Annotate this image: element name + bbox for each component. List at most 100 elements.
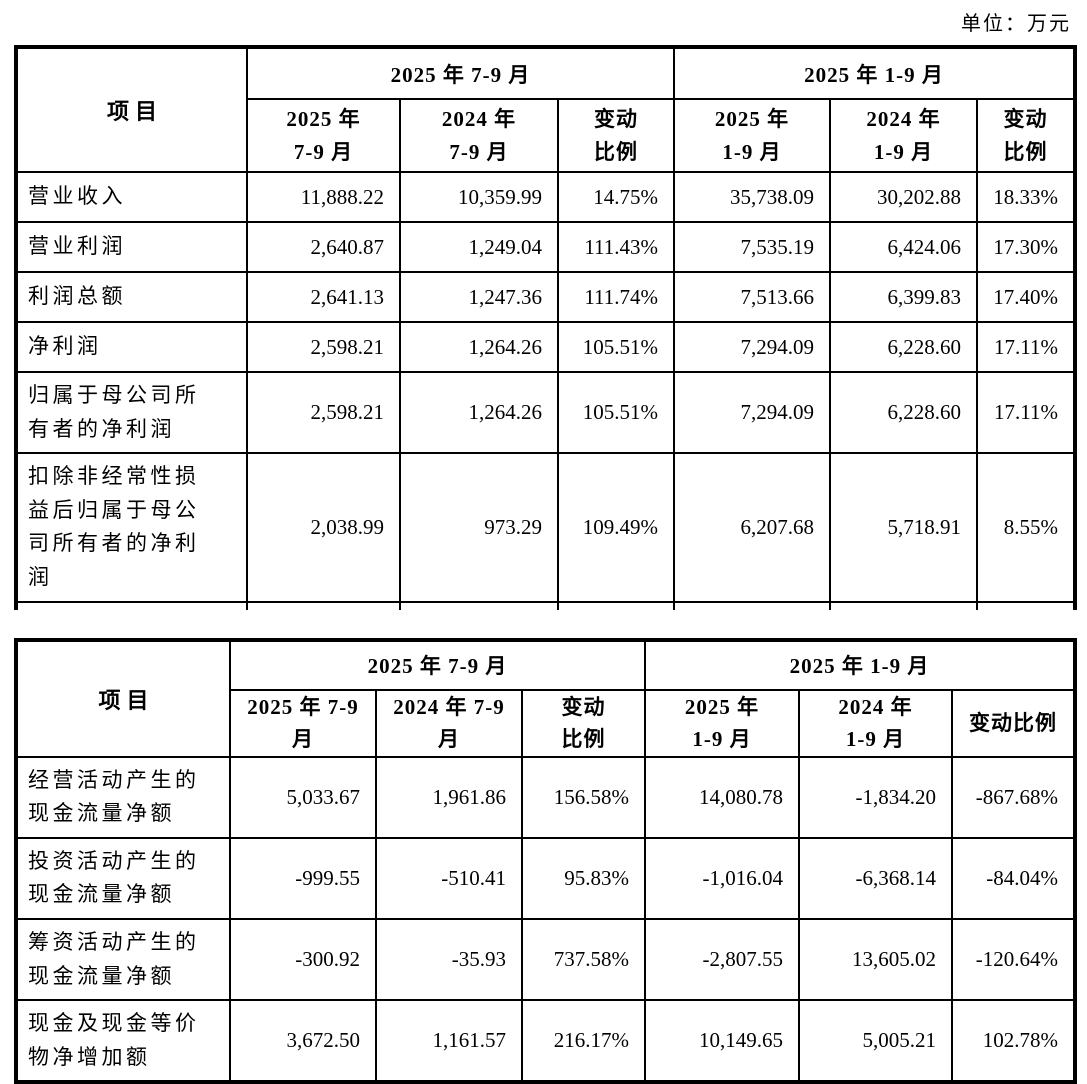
cropped-row-cell	[829, 600, 978, 610]
value-cell: 156.58%	[521, 755, 646, 839]
row-label: 扣除非经常性损 益后归属于母公 司所有者的净利 润	[15, 452, 248, 603]
value-cell: -2,807.55	[644, 918, 800, 1002]
value-cell: -510.41	[375, 836, 523, 921]
table-row: 营业收入 11,888.22 10,359.99 14.75% 35,738.0…	[15, 171, 1077, 223]
cropped-row-cell	[399, 600, 559, 610]
value-cell: -120.64%	[950, 918, 1077, 1002]
cropped-row-cell	[246, 600, 401, 610]
value-cell: 5,005.21	[798, 999, 953, 1084]
subheader-2025-q3: 2025 年 7-9 月	[229, 688, 377, 758]
value-cell: 14,080.78	[644, 755, 800, 839]
value-cell: 2,038.99	[246, 452, 401, 603]
value-cell: 7,294.09	[673, 370, 831, 455]
group-header-ytd: 2025 年 1-9 月	[643, 638, 1077, 691]
subheader-2024-ytd: 2024 年 1-9 月	[798, 688, 953, 758]
row-label: 净利润	[15, 321, 248, 373]
value-cell: -300.92	[229, 918, 377, 1002]
row-label: 经营活动产生的 现金流量净额	[15, 755, 231, 839]
row-label: 归属于母公司所 有者的净利润	[15, 370, 248, 455]
value-cell: -35.93	[375, 918, 523, 1002]
value-cell: 2,641.13	[246, 271, 401, 323]
value-cell: 3,672.50	[229, 999, 377, 1084]
value-cell: 14.75%	[557, 171, 675, 223]
value-cell: 11,888.22	[246, 171, 401, 223]
value-cell: -1,834.20	[798, 755, 953, 839]
item-column-header: 项目	[15, 638, 231, 758]
value-cell: 5,718.91	[829, 452, 978, 603]
value-cell: 7,535.19	[673, 221, 831, 273]
value-cell: 6,399.83	[829, 271, 978, 323]
table-row: 筹资活动产生的 现金流量净额 -300.92 -35.93 737.58% -2…	[15, 918, 1077, 1002]
table-row: 利润总额 2,641.13 1,247.36 111.74% 7,513.66 …	[15, 271, 1077, 323]
subheader-2024-q3: 2024 年 7-9 月	[399, 98, 559, 173]
subheader-2024-ytd: 2024 年 1-9 月	[829, 98, 978, 173]
subheader-change-q3: 变动 比例	[521, 688, 646, 758]
value-cell: 1,161.57	[375, 999, 523, 1084]
value-cell: 216.17%	[521, 999, 646, 1084]
value-cell: 13,605.02	[798, 918, 953, 1002]
value-cell: 17.11%	[975, 370, 1077, 455]
value-cell: 95.83%	[521, 836, 646, 921]
value-cell: -6,368.14	[798, 836, 953, 921]
value-cell: 7,294.09	[673, 321, 831, 373]
value-cell: 17.30%	[975, 221, 1077, 273]
row-label: 筹资活动产生的 现金流量净额	[15, 918, 231, 1002]
cropped-row-cell	[975, 600, 1077, 610]
value-cell: 6,424.06	[829, 221, 978, 273]
table-row: 扣除非经常性损 益后归属于母公 司所有者的净利 润 2,038.99 973.2…	[15, 452, 1077, 603]
value-cell: 105.51%	[557, 321, 675, 373]
value-cell: 105.51%	[557, 370, 675, 455]
table-row: 经营活动产生的 现金流量净额 5,033.67 1,961.86 156.58%…	[15, 755, 1077, 839]
value-cell: 109.49%	[557, 452, 675, 603]
row-label: 投资活动产生的 现金流量净额	[15, 836, 231, 921]
value-cell: 8.55%	[975, 452, 1077, 603]
value-cell: 10,149.65	[644, 999, 800, 1084]
subheader-change-q3: 变动 比例	[557, 98, 675, 173]
value-cell: 7,513.66	[673, 271, 831, 323]
subheader-2025-q3: 2025 年 7-9 月	[246, 98, 401, 173]
value-cell: 17.40%	[975, 271, 1077, 323]
value-cell: 1,961.86	[375, 755, 523, 839]
unit-label: 单位：万元	[961, 13, 1071, 35]
subheader-change-ytd: 变动 比例	[975, 98, 1077, 173]
income-table: 项目 2025 年 7-9 月 2025 年 1-9 月 2025 年 7-9 …	[14, 45, 1078, 610]
row-label: 营业收入	[15, 171, 248, 223]
value-cell: 17.11%	[975, 321, 1077, 373]
value-cell: 111.43%	[557, 221, 675, 273]
table-row: 投资活动产生的 现金流量净额 -999.55 -510.41 95.83% -1…	[15, 836, 1077, 921]
value-cell: 2,598.21	[246, 321, 401, 373]
value-cell: 2,640.87	[246, 221, 401, 273]
subheader-2025-ytd: 2025 年 1-9 月	[644, 688, 800, 758]
value-cell: 6,228.60	[829, 321, 978, 373]
item-column-header: 项目	[15, 46, 248, 173]
value-cell: 5,033.67	[229, 755, 377, 839]
row-label: 利润总额	[15, 271, 248, 323]
value-cell: 102.78%	[950, 999, 1077, 1084]
row-label: 营业利润	[15, 221, 248, 273]
value-cell: 2,598.21	[246, 370, 401, 455]
subheader-change-ytd: 变动比例	[950, 688, 1077, 758]
group-header-ytd: 2025 年 1-9 月	[672, 46, 1077, 100]
row-label: 现金及现金等价 物净增加额	[15, 999, 231, 1084]
subheader-2025-ytd: 2025 年 1-9 月	[673, 98, 831, 173]
value-cell: 18.33%	[975, 171, 1077, 223]
value-cell: -84.04%	[950, 836, 1077, 921]
value-cell: 30,202.88	[829, 171, 978, 223]
subheader-2024-q3: 2024 年 7-9 月	[375, 688, 523, 758]
cropped-row-cell	[673, 600, 831, 610]
value-cell: 1,264.26	[399, 370, 559, 455]
table-row: 净利润 2,598.21 1,264.26 105.51% 7,294.09 6…	[15, 321, 1077, 373]
value-cell: 111.74%	[557, 271, 675, 323]
table-row: 营业利润 2,640.87 1,249.04 111.43% 7,535.19 …	[15, 221, 1077, 273]
value-cell: 10,359.99	[399, 171, 559, 223]
cashflow-table: 项目 2025 年 7-9 月 2025 年 1-9 月 2025 年 7-9 …	[14, 637, 1078, 1084]
value-cell: -867.68%	[950, 755, 1077, 839]
table-row: 现金及现金等价 物净增加额 3,672.50 1,161.57 216.17% …	[15, 999, 1077, 1084]
cropped-row-cell	[15, 600, 248, 610]
cropped-row	[15, 600, 1077, 610]
value-cell: 1,264.26	[399, 321, 559, 373]
value-cell: 973.29	[399, 452, 559, 603]
value-cell: 6,207.68	[673, 452, 831, 603]
value-cell: 737.58%	[521, 918, 646, 1002]
value-cell: 1,247.36	[399, 271, 559, 323]
